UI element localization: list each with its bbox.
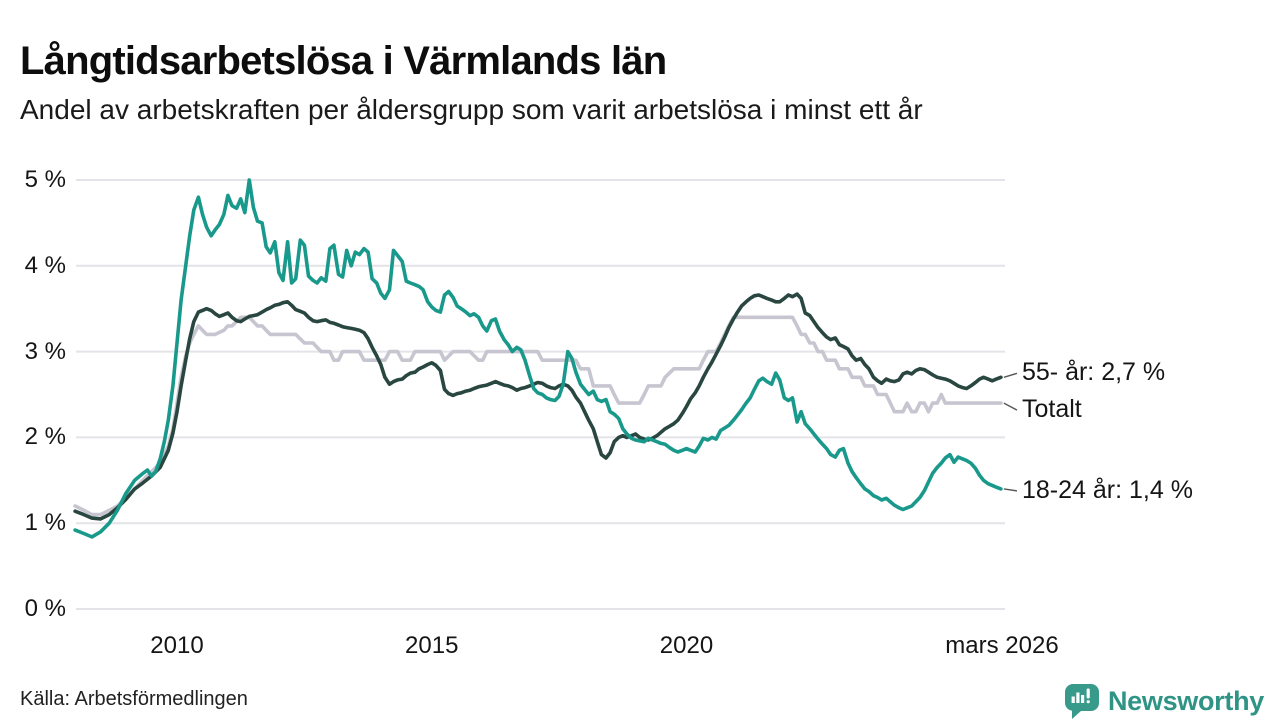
y-axis-tick-label: 2 % — [24, 423, 66, 451]
label-connector — [1003, 488, 1018, 492]
label-connector — [1003, 372, 1018, 379]
x-axis-tick-label: mars 2026 — [945, 632, 1059, 659]
x-axis-tick-label: 2020 — [659, 632, 714, 659]
x-axis-tick-label: 2010 — [150, 632, 204, 659]
y-axis-tick-label: 5 % — [24, 166, 66, 193]
chart-subtitle: Andel av arbetskraften per åldersgrupp s… — [20, 94, 923, 125]
series-end-label: 18-24 år: 1,4 % — [1022, 475, 1193, 504]
y-axis-tick-label: 4 % — [24, 251, 66, 279]
series-line-18-24-r — [73, 178, 1003, 539]
x-axis-tick-label: 2015 — [405, 632, 459, 659]
page-title: Långtidsarbetslösa i Värmlands län — [20, 38, 667, 83]
y-axis-tick-label: 0 % — [24, 595, 66, 622]
label-connector — [1003, 402, 1018, 411]
series-end-label: 55- år: 2,7 % — [1022, 358, 1166, 387]
newsworthy-logo-icon — [1064, 684, 1099, 719]
newsworthy-brand: Newsworthy — [1064, 683, 1264, 719]
newsworthy-wordmark: Newsworthy — [1107, 685, 1264, 716]
y-axis-tick-label: 1 % — [24, 509, 66, 537]
series-end-label: Totalt — [1022, 395, 1082, 424]
source-note: Källa: Arbetsförmedlingen — [20, 688, 248, 710]
y-axis-tick-label: 3 % — [24, 337, 66, 365]
